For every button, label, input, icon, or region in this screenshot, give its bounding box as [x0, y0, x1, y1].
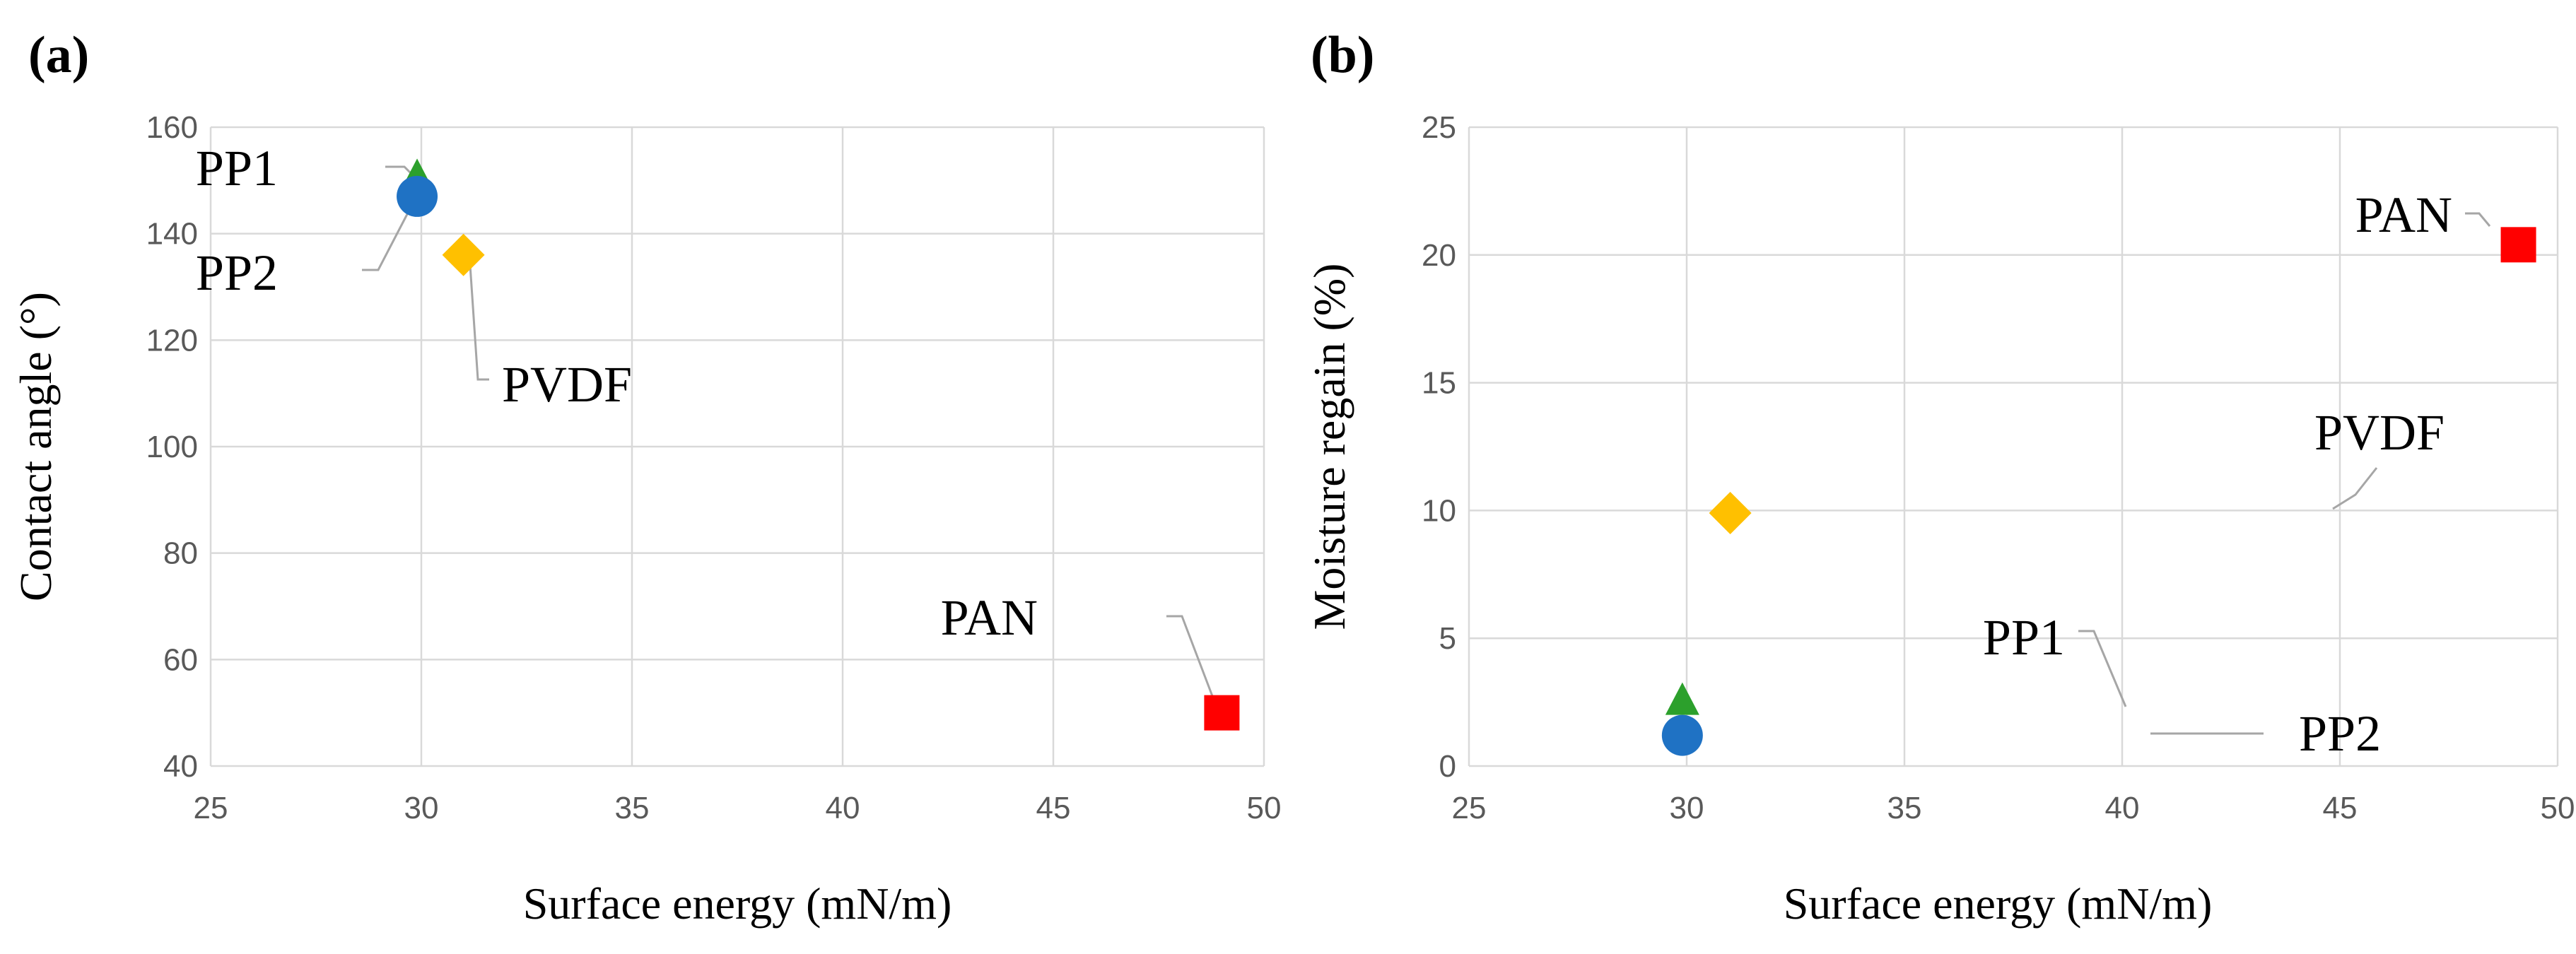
point-label-pp2: PP2 — [196, 245, 278, 301]
callout-leader-line — [362, 197, 417, 271]
point-label-pan: PAN — [2355, 187, 2452, 243]
callout-leader-line — [2465, 212, 2491, 227]
x-axis-title: Surface energy (mN/m) — [1784, 878, 2213, 929]
point-label-pp1: PP1 — [196, 140, 278, 196]
chart-panel-a: (a) 40 60 80 100 120 140 160 25 30 35 40 45 50 Surfac… — [11, 26, 1282, 929]
x-tick-label: 35 — [615, 791, 650, 825]
point-label-pvdf: PVDF — [502, 356, 632, 413]
data-point-pp2 — [397, 175, 438, 217]
point-label-pp1: PP1 — [1983, 609, 2065, 666]
x-tick-label: 50 — [2541, 791, 2575, 825]
y-tick-label: 140 — [146, 217, 198, 252]
panel-label-a: (a) — [28, 26, 90, 84]
x-tick-label: 30 — [404, 791, 439, 825]
x-tick-label: 25 — [1452, 791, 1487, 825]
chart-a: 40 60 80 100 120 140 160 25 30 35 40 45 50 Surface en… — [11, 110, 1282, 929]
point-label-pan: PAN — [941, 589, 1038, 646]
data-point-pvdf — [1709, 492, 1752, 535]
chart-panel-b: (b) 0 5 10 15 20 25 25 30 35 40 45 50 Surface energy… — [1288, 0, 2576, 954]
y-axis-title: Contact angle (°) — [11, 292, 61, 601]
x-tick-label: 45 — [1036, 791, 1071, 825]
data-point-pp1 — [1665, 682, 1699, 715]
y-tick-label: 160 — [146, 110, 198, 145]
callout-leader-line — [2078, 630, 2127, 707]
data-point-pan — [2500, 227, 2536, 263]
callout-leader-line — [469, 264, 489, 381]
x-tick-label: 30 — [1670, 791, 1704, 825]
x-tick-label: 40 — [2105, 791, 2140, 825]
x-tick-label: 40 — [826, 791, 860, 825]
y-tick-label: 25 — [1422, 110, 1456, 145]
callout-leader-line — [2332, 467, 2378, 510]
y-tick-label: 0 — [1439, 749, 1456, 784]
callout-leader-line — [1166, 615, 1214, 697]
x-tick-label: 25 — [194, 791, 228, 825]
x-axis-title: Surface energy (mN/m) — [523, 878, 952, 929]
data-point-pan — [1204, 695, 1240, 731]
y-axis-title: Moisture regain (%) — [1304, 264, 1354, 630]
y-tick-label: 60 — [163, 642, 198, 677]
data-point-pp2 — [1661, 714, 1703, 756]
y-tick-label: 20 — [1422, 238, 1456, 273]
x-tick-label: 35 — [1887, 791, 1922, 825]
y-tick-label: 5 — [1439, 621, 1456, 656]
x-tick-label: 50 — [1247, 791, 1282, 825]
chart-b: 0 5 10 15 20 25 25 30 35 40 45 50 Surface energy (mN… — [1304, 110, 2575, 929]
y-tick-label: 40 — [163, 749, 198, 784]
y-tick-label: 80 — [163, 536, 198, 571]
y-tick-label: 100 — [146, 430, 198, 464]
y-tick-label: 15 — [1422, 366, 1456, 401]
x-tick-label: 45 — [2323, 791, 2358, 825]
point-label-pp2: PP2 — [2299, 705, 2381, 762]
panel-label-b: (b) — [1311, 26, 1375, 84]
y-tick-label: 120 — [146, 323, 198, 358]
y-tick-label: 10 — [1422, 493, 1456, 528]
point-label-pvdf: PVDF — [2314, 404, 2445, 461]
data-point-pvdf — [442, 233, 485, 276]
